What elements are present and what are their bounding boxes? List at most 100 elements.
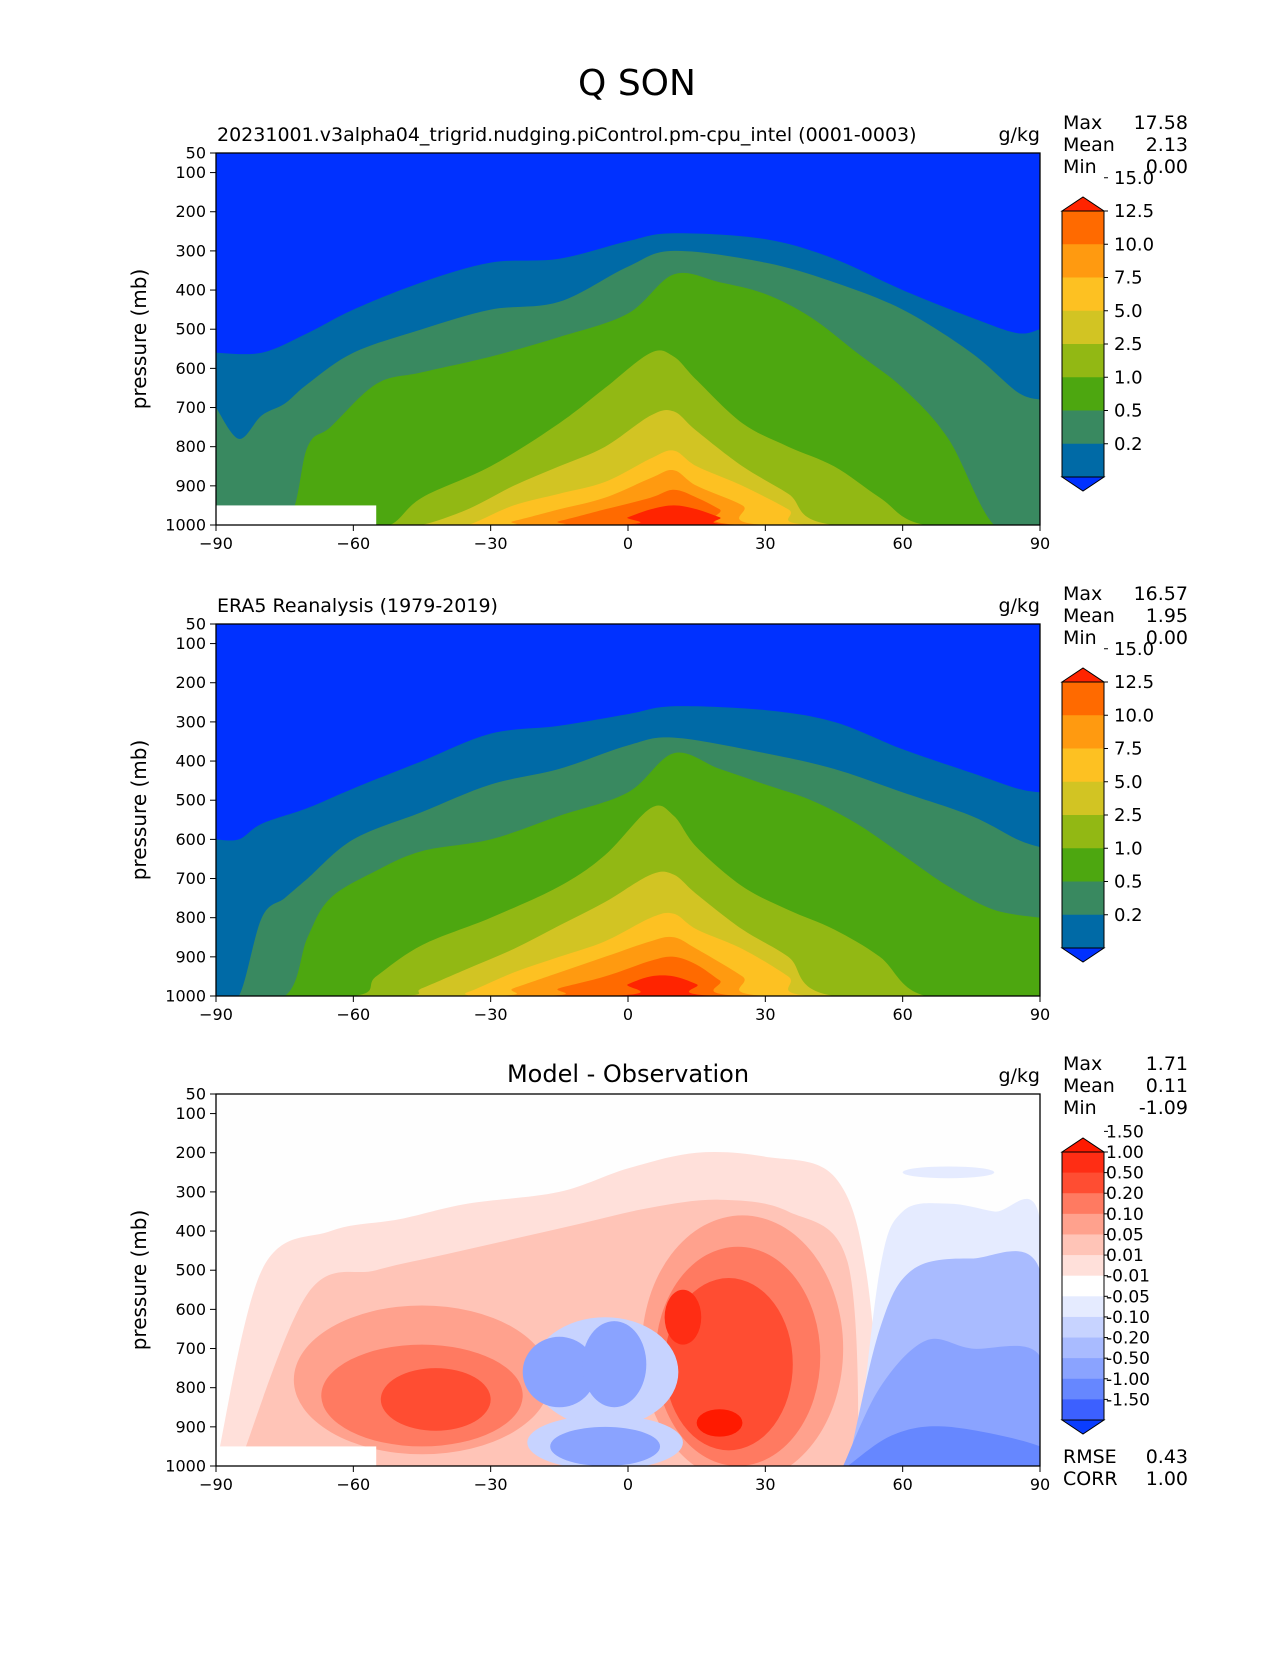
colorbar-segment — [1062, 781, 1104, 816]
stat-value: 2.13 — [1146, 134, 1188, 156]
colorbar-segment — [1062, 1337, 1104, 1359]
x-tick-label: 90 — [1030, 1475, 1050, 1494]
x-tick-label: −90 — [199, 1005, 233, 1024]
y-tick-label: 900 — [175, 476, 206, 495]
stat-label: RMSE — [1063, 1446, 1117, 1468]
y-tick-label: 900 — [175, 1417, 206, 1436]
x-tick-label: −30 — [474, 1475, 508, 1494]
colorbar-tick-label: 0.5 — [1114, 401, 1143, 422]
anomaly-region-9 — [696, 1409, 743, 1437]
colorbar-tick-label: 1.0 — [1114, 838, 1143, 859]
stat-value: 17.58 — [1134, 112, 1188, 134]
colorbar-segment — [1062, 310, 1104, 345]
colorbar: 0.2 0.5 1.0 2.5 5.0 7.5 10.0 12.5 15.0 — [1060, 639, 1154, 963]
x-tick-label: −60 — [336, 1005, 370, 1024]
colorbar-tick-label: 5.0 — [1114, 301, 1143, 322]
colorbar-segment — [1062, 410, 1104, 445]
anomaly-region-18 — [847, 1426, 1040, 1466]
panel-title: 20231001.v3alpha04_trigrid.nudging.piCon… — [217, 124, 917, 146]
y-tick-label: 700 — [175, 1339, 206, 1358]
panels: −90 −60 −30 0 30 60 90501002003004005006007008… — [127, 112, 1188, 1494]
colorbar-tick-label: -0.05 — [1106, 1287, 1150, 1307]
colorbar-segment — [1062, 1152, 1104, 1174]
colorbar-tick-label: 7.5 — [1114, 739, 1143, 760]
colorbar: -1.50-1.00-0.50-0.20-0.10-0.05-0.010.010… — [1060, 1122, 1150, 1435]
y-tick-label: 50 — [186, 144, 206, 163]
stat-value: 0.00 — [1146, 627, 1188, 649]
colorbar-tick-label: 10.0 — [1114, 705, 1154, 726]
anomaly-region-14 — [550, 1426, 661, 1466]
colorbar-segment — [1062, 211, 1104, 245]
anomaly-region-8 — [664, 1289, 702, 1345]
missing-data-region — [216, 1446, 377, 1466]
colorbar-tick-label: 1.00 — [1106, 1143, 1144, 1163]
colorbar-segment — [1062, 344, 1104, 378]
colorbar-tick-label: 0.5 — [1114, 872, 1143, 893]
colorbar-segment — [1062, 848, 1104, 882]
stat-value: 1.71 — [1146, 1053, 1188, 1075]
y-tick-label: 300 — [175, 712, 206, 731]
x-tick-label: 0 — [623, 1005, 633, 1024]
y-tick-label: 700 — [175, 398, 206, 417]
x-tick-label: 60 — [892, 1005, 912, 1024]
y-tick-label: 200 — [175, 673, 206, 692]
colorbar-tick-label: -1.50 — [1106, 1390, 1150, 1410]
anomaly-region-19 — [902, 1166, 995, 1179]
y-tick-label: 500 — [175, 1261, 206, 1280]
colorbar-tick-label: 1.50 — [1106, 1122, 1144, 1142]
colorbar-segment — [1062, 1234, 1104, 1256]
plot-area — [216, 624, 1040, 996]
y-axis-label: pressure (mb) — [127, 1210, 151, 1351]
y-tick-label: 300 — [175, 1182, 206, 1201]
colorbar-segment — [1062, 682, 1104, 716]
missing-data-region — [216, 505, 377, 525]
contour-fill-12.5 — [216, 489, 1040, 525]
y-tick-label: 100 — [175, 163, 206, 182]
x-tick-label: 90 — [1030, 534, 1050, 553]
stat-label: Max — [1063, 1053, 1102, 1075]
x-tick-label: 0 — [623, 534, 633, 553]
colorbar-tick-label: 10.0 — [1114, 234, 1154, 255]
colorbar-tick-label: 0.10 — [1106, 1205, 1144, 1225]
x-tick-label: −30 — [474, 1005, 508, 1024]
panel-title: ERA5 Reanalysis (1979-2019) — [217, 595, 498, 617]
colorbar-segment — [1062, 377, 1104, 411]
x-tick-label: 60 — [892, 534, 912, 553]
x-tick-label: 60 — [892, 1475, 912, 1494]
y-tick-label: 600 — [175, 830, 206, 849]
y-tick-label: 500 — [175, 320, 206, 339]
stat-label: Mean — [1063, 605, 1115, 627]
x-tick-label: −30 — [474, 534, 508, 553]
stat-value: 0.11 — [1146, 1075, 1188, 1097]
y-axis-label: pressure (mb) — [127, 740, 151, 881]
anomaly-region-6 — [380, 1368, 491, 1431]
x-tick-label: 90 — [1030, 1005, 1050, 1024]
y-tick-label: 100 — [175, 1104, 206, 1123]
colorbar-tick-label: 0.05 — [1106, 1225, 1144, 1245]
plot-area — [216, 153, 1040, 525]
y-tick-label: 100 — [175, 634, 206, 653]
contour-fill-10 — [216, 936, 1040, 996]
colorbar-extend-min — [1060, 476, 1106, 492]
colorbar-tick-label: 2.5 — [1114, 334, 1143, 355]
colorbar-tick-label: -1.00 — [1106, 1370, 1150, 1390]
colorbar-tick-label: 12.5 — [1114, 201, 1154, 222]
colorbar-tick-label: 0.20 — [1106, 1184, 1144, 1204]
y-tick-label: 800 — [175, 1378, 206, 1397]
stat-label: Max — [1063, 583, 1102, 605]
stat-label: Mean — [1063, 1075, 1115, 1097]
colorbar-tick-label: -0.20 — [1106, 1329, 1150, 1349]
y-tick-label: 1000 — [165, 987, 206, 1006]
units-label: g/kg — [998, 124, 1040, 146]
colorbar-tick-label: 0.2 — [1114, 434, 1143, 455]
colorbar-segment — [1062, 1213, 1104, 1235]
colorbar-tick-label: 0.2 — [1114, 905, 1143, 926]
stat-value: 0.00 — [1146, 156, 1188, 178]
y-tick-label: 700 — [175, 869, 206, 888]
y-tick-label: 800 — [175, 437, 206, 456]
y-tick-label: 1000 — [165, 1457, 206, 1476]
